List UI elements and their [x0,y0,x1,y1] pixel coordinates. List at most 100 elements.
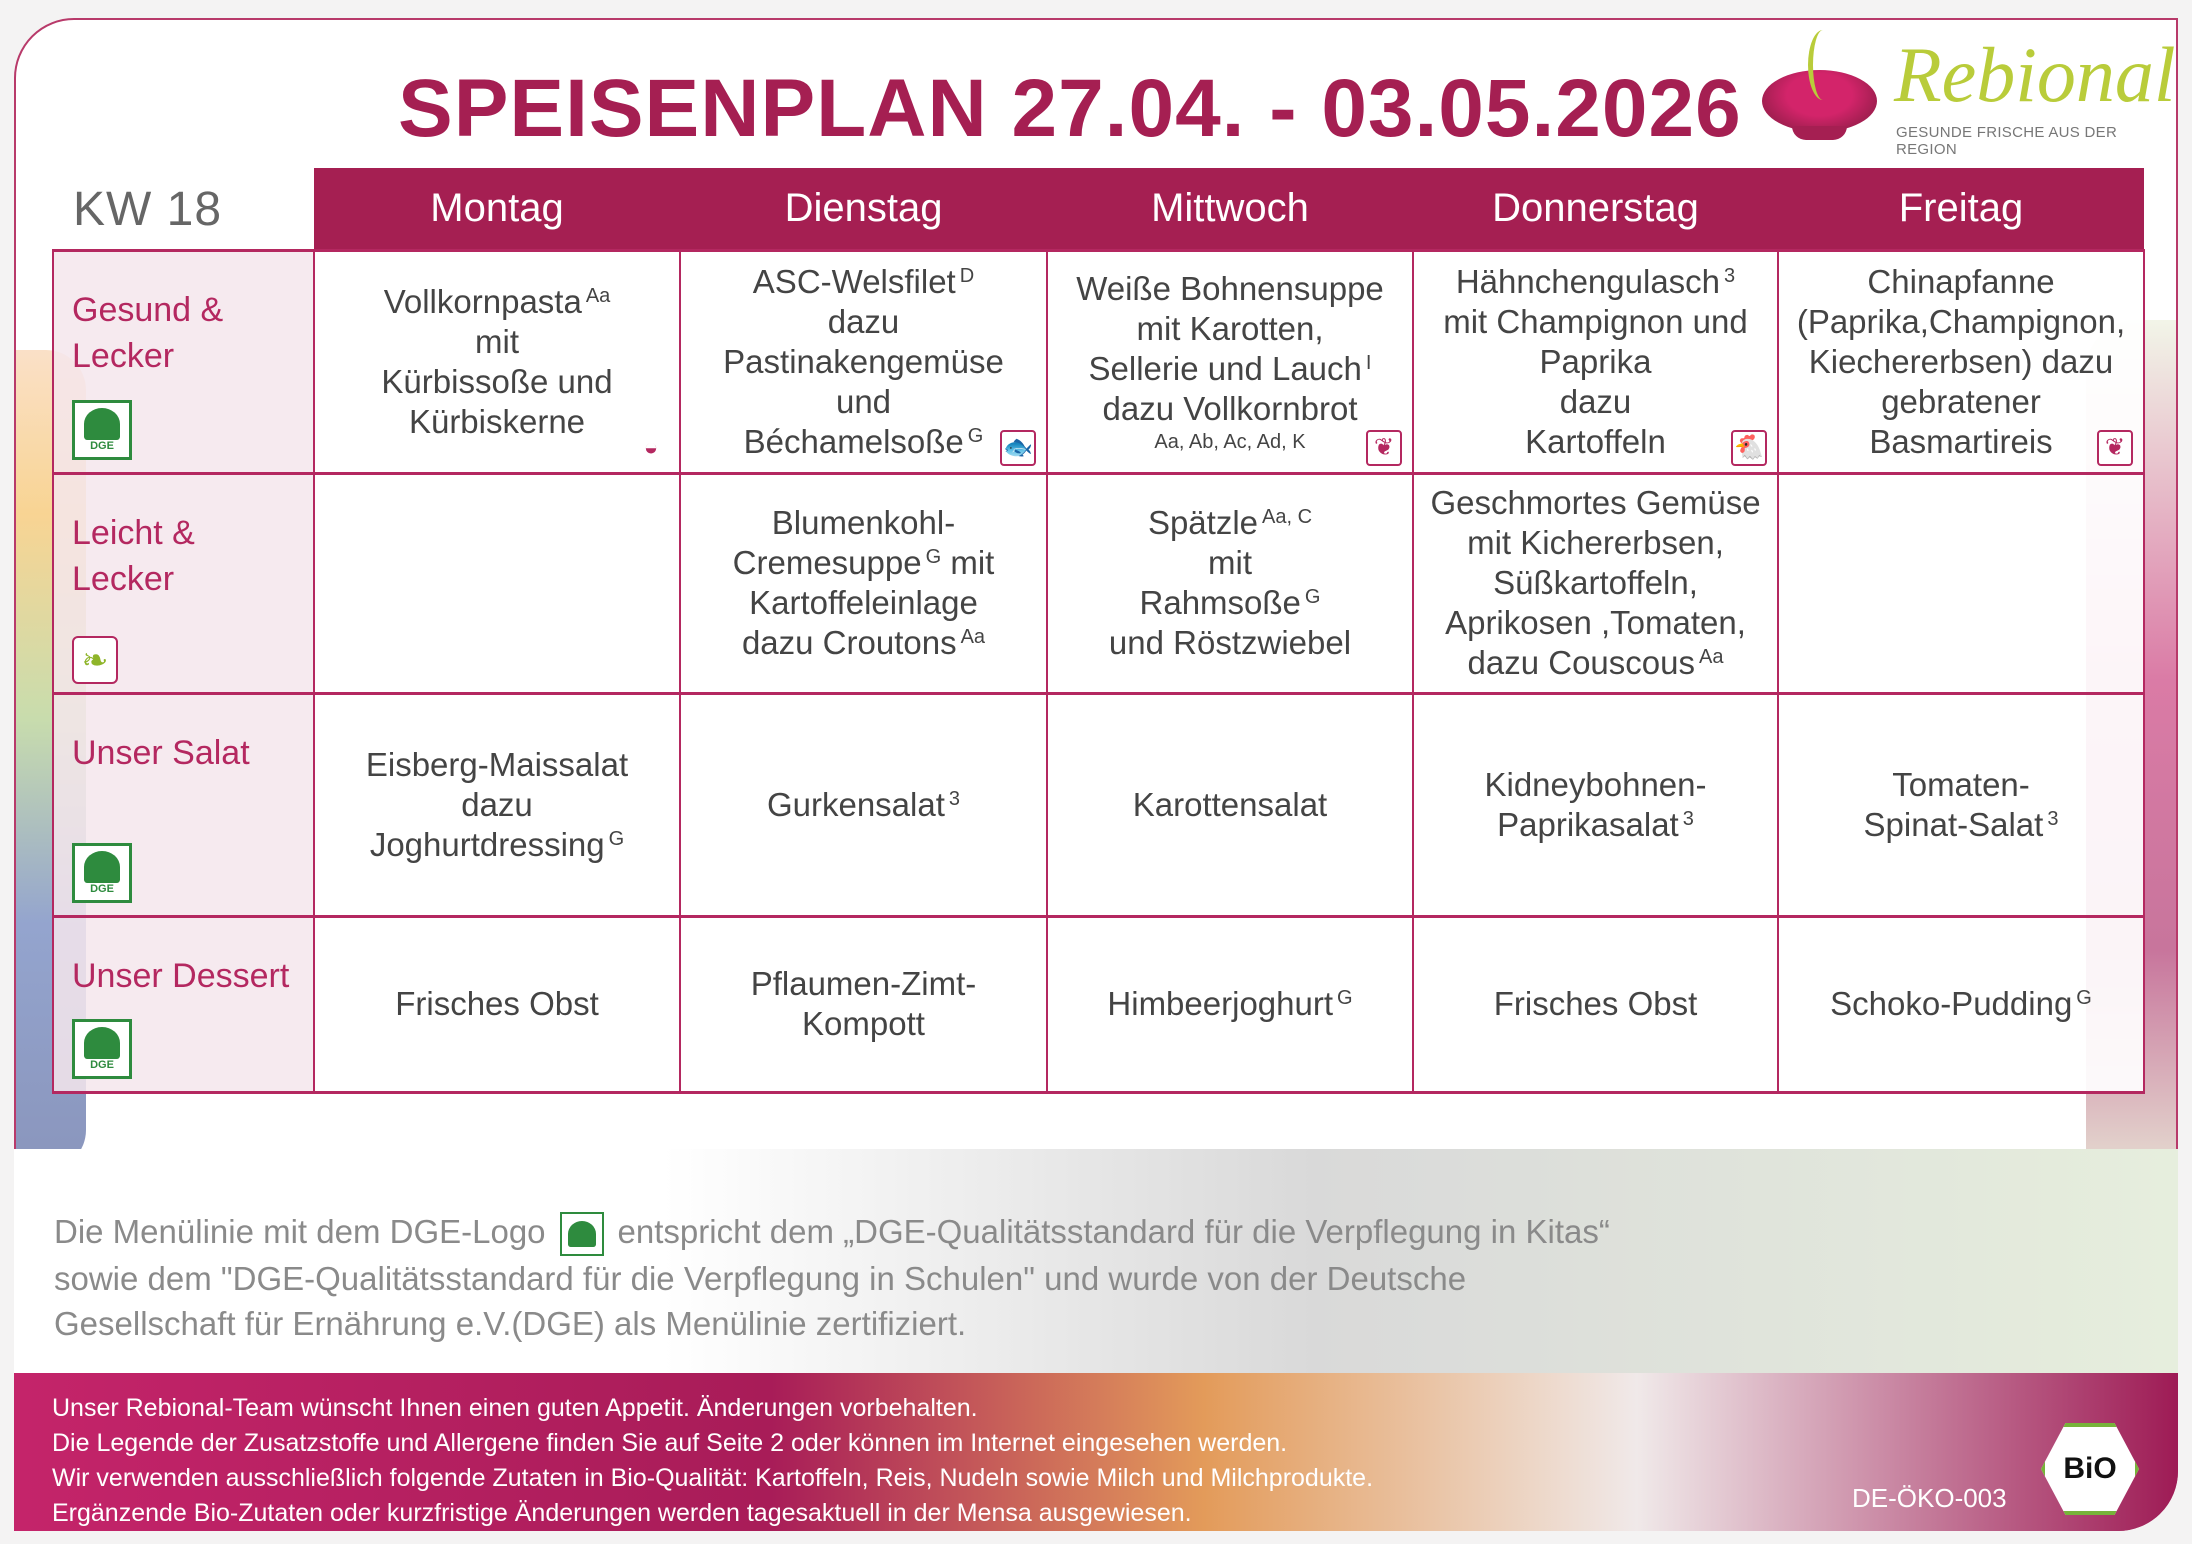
dish-line: dazu Couscous Aa [1414,643,1777,683]
menu-row: Gesund & Lecker DGE Vollkornpasta Aa mit Kürbi… [52,248,2145,475]
dish-text: Weiße Bohnensuppe [1076,269,1384,307]
dish-line: Basmartireis [1779,422,2143,462]
bio-seal-icon: BiO [2041,1423,2139,1515]
day-header-mittwoch: Mittwoch [1047,168,1413,250]
dish-cell: Eisberg-Maissalat dazu Joghurtdressing G [313,691,681,918]
dge-logo-icon: DGE [72,1018,132,1079]
dish-text: Pastinakengemüse [723,342,1004,380]
dish-text: Geschmortes Gemüse [1430,484,1761,521]
day-header-dienstag: Dienstag [680,168,1047,250]
menu-row: Leicht & Lecker ❧ Blumenkohl- Cremesuppe G mi… [52,471,2145,695]
dish-text: dazu [827,302,900,340]
dish-text: mit [941,544,995,581]
dish-text: Joghurtdressing [369,825,605,863]
dish-line: mit Champignon und [1414,302,1777,342]
dish-line: Vollkornpasta Aa [315,282,679,322]
allergen-code: G [1337,987,1353,1009]
allergen-code: I [1365,351,1372,374]
dish-line: Kürbiskerne [315,402,679,442]
dish-text: Basmartireis [1869,422,2053,460]
dish-text: Eisberg-Maissalat [365,745,629,783]
dish-text: mit Champignon und [1443,302,1748,340]
footer-line: Unser Rebional-Team wünscht Ihnen einen … [52,1394,978,1422]
chicken-icon: 🐔 [1731,429,1767,466]
dish-text: gebratener [1881,382,2041,420]
dish-text: Sellerie und Lauch [1088,349,1362,387]
dish-text: Pflaumen-Zimt- [750,965,977,1002]
sprout-icon: ❦ [2097,429,2133,466]
dish-text: Kartoffeleinlage [749,584,978,621]
dge-logo-icon: DGE [72,399,132,460]
dish-cell [313,471,681,695]
allergen-code: G [2076,987,2092,1009]
dge-note-part2: entspricht dem „DGE-Qualitätsstandard fü… [54,1213,1610,1343]
dish-text: Schoko-Pudding [1830,985,2073,1022]
logo-wordmark: Rebional [1894,31,2176,118]
dish-line: Eisberg-Maissalat [315,745,679,785]
dish-line: mit [1048,543,1412,583]
dge-note-part1: Die Menülinie mit dem DGE-Logo [54,1213,546,1250]
menu-table: Montag Dienstag Mittwoch Donnerstag Freitag … [52,168,2145,1094]
dish-line: Paprikasalat 3 [1414,805,1777,845]
dish-text: Paprika [1539,342,1652,380]
dish-line: Sellerie und Lauch I [1048,349,1412,389]
dish-text: Béchamelsoße [743,422,964,460]
dish-text: Spinat-Salat [1863,805,2044,843]
sprout-icon: ❦ [1366,429,1402,466]
dish-text: Frisches Obst [395,985,599,1022]
dish-line: Karottensalat [1048,785,1412,825]
dish-cell: Pflaumen-Zimt- Kompott [679,914,1048,1094]
fish-icon: 🐟 [1000,429,1036,466]
dish-line: Chinapfanne [1779,262,2143,302]
calendar-week: KW 18 [73,183,223,236]
dish-cell: Schoko-Pudding G [1777,914,2145,1094]
dish-text: dazu Vollkornbrot [1102,389,1358,427]
dish-cell: Chinapfanne (Paprika,Champignon, Kiecherer… [1777,248,2145,475]
dish-text: Kartoffeln [1525,422,1666,460]
dish-text: Kiechererbsen) dazu [1808,342,2114,380]
dish-line: Béchamelsoße G [681,422,1046,462]
dish-text: und [835,382,892,420]
dish-text: Himbeerjoghurt [1107,985,1334,1022]
dish-text: dazu [1559,382,1632,420]
dish-line: Aa, Ab, Ac, Ad, K [1048,429,1412,455]
dish-text: mit Kichererbsen, [1467,524,1724,561]
allergen-code: G [967,424,984,447]
label-text: Leicht & [72,513,195,552]
dish-line: Spinat-Salat 3 [1779,805,2143,845]
dish-text: dazu [461,785,533,823]
dish-text: Aa, Ab, Ac, Ad, K [1154,430,1306,453]
dish-text: Cremesuppe [732,544,922,581]
dish-line: Kiechererbsen) dazu [1779,342,2143,382]
day-header-montag: Montag [314,168,680,250]
dish-line: Kartoffeln [1414,422,1777,462]
allergen-code: Aa [1699,646,1724,668]
dish-text: Chinapfanne [1867,262,2055,300]
dish-line: mit Karotten, [1048,309,1412,349]
dish-cell: Himbeerjoghurt G [1046,914,1414,1094]
footer-area: Die Menülinie mit dem DGE-Logo entspricht… [14,18,2178,1531]
dish-line: Schoko-Pudding G [1779,984,2143,1024]
dish-line: Aprikosen ,Tomaten, [1414,603,1777,643]
dish-text: Frisches Obst [1493,985,1698,1022]
dish-text: Kürbissoße und [381,362,613,400]
dish-cell: Blumenkohl- Cremesuppe G mit Kartoffeleinla… [679,471,1048,695]
dish-line: gebratener [1779,382,2143,422]
bowl-icon: ◒ [643,433,659,461]
allergen-code: G [608,827,625,850]
dish-text: ASC-Welsfilet [752,262,956,300]
dish-line: ASC-Welsfilet D [681,262,1046,302]
dish-text: und Röstzwiebel [1108,624,1352,661]
allergen-code: 3 [1724,264,1736,287]
dish-line: Joghurtdressing G [315,825,679,865]
dish-line: Tomaten- [1779,765,2143,805]
allergen-code: 3 [2047,807,2059,830]
dish-line: Spätzle Aa, C [1048,503,1412,543]
menu-row: Unser Salat DGE Eisberg-Maissalat dazu Joghu… [52,691,2145,918]
dish-text: Süßkartoffeln, [1493,564,1698,601]
dish-text: Blumenkohl- [771,504,956,541]
dish-line: dazu Croutons Aa [681,623,1046,663]
dish-line: dazu [315,785,679,825]
dish-line: Hähnchengulasch 3 [1414,262,1777,302]
